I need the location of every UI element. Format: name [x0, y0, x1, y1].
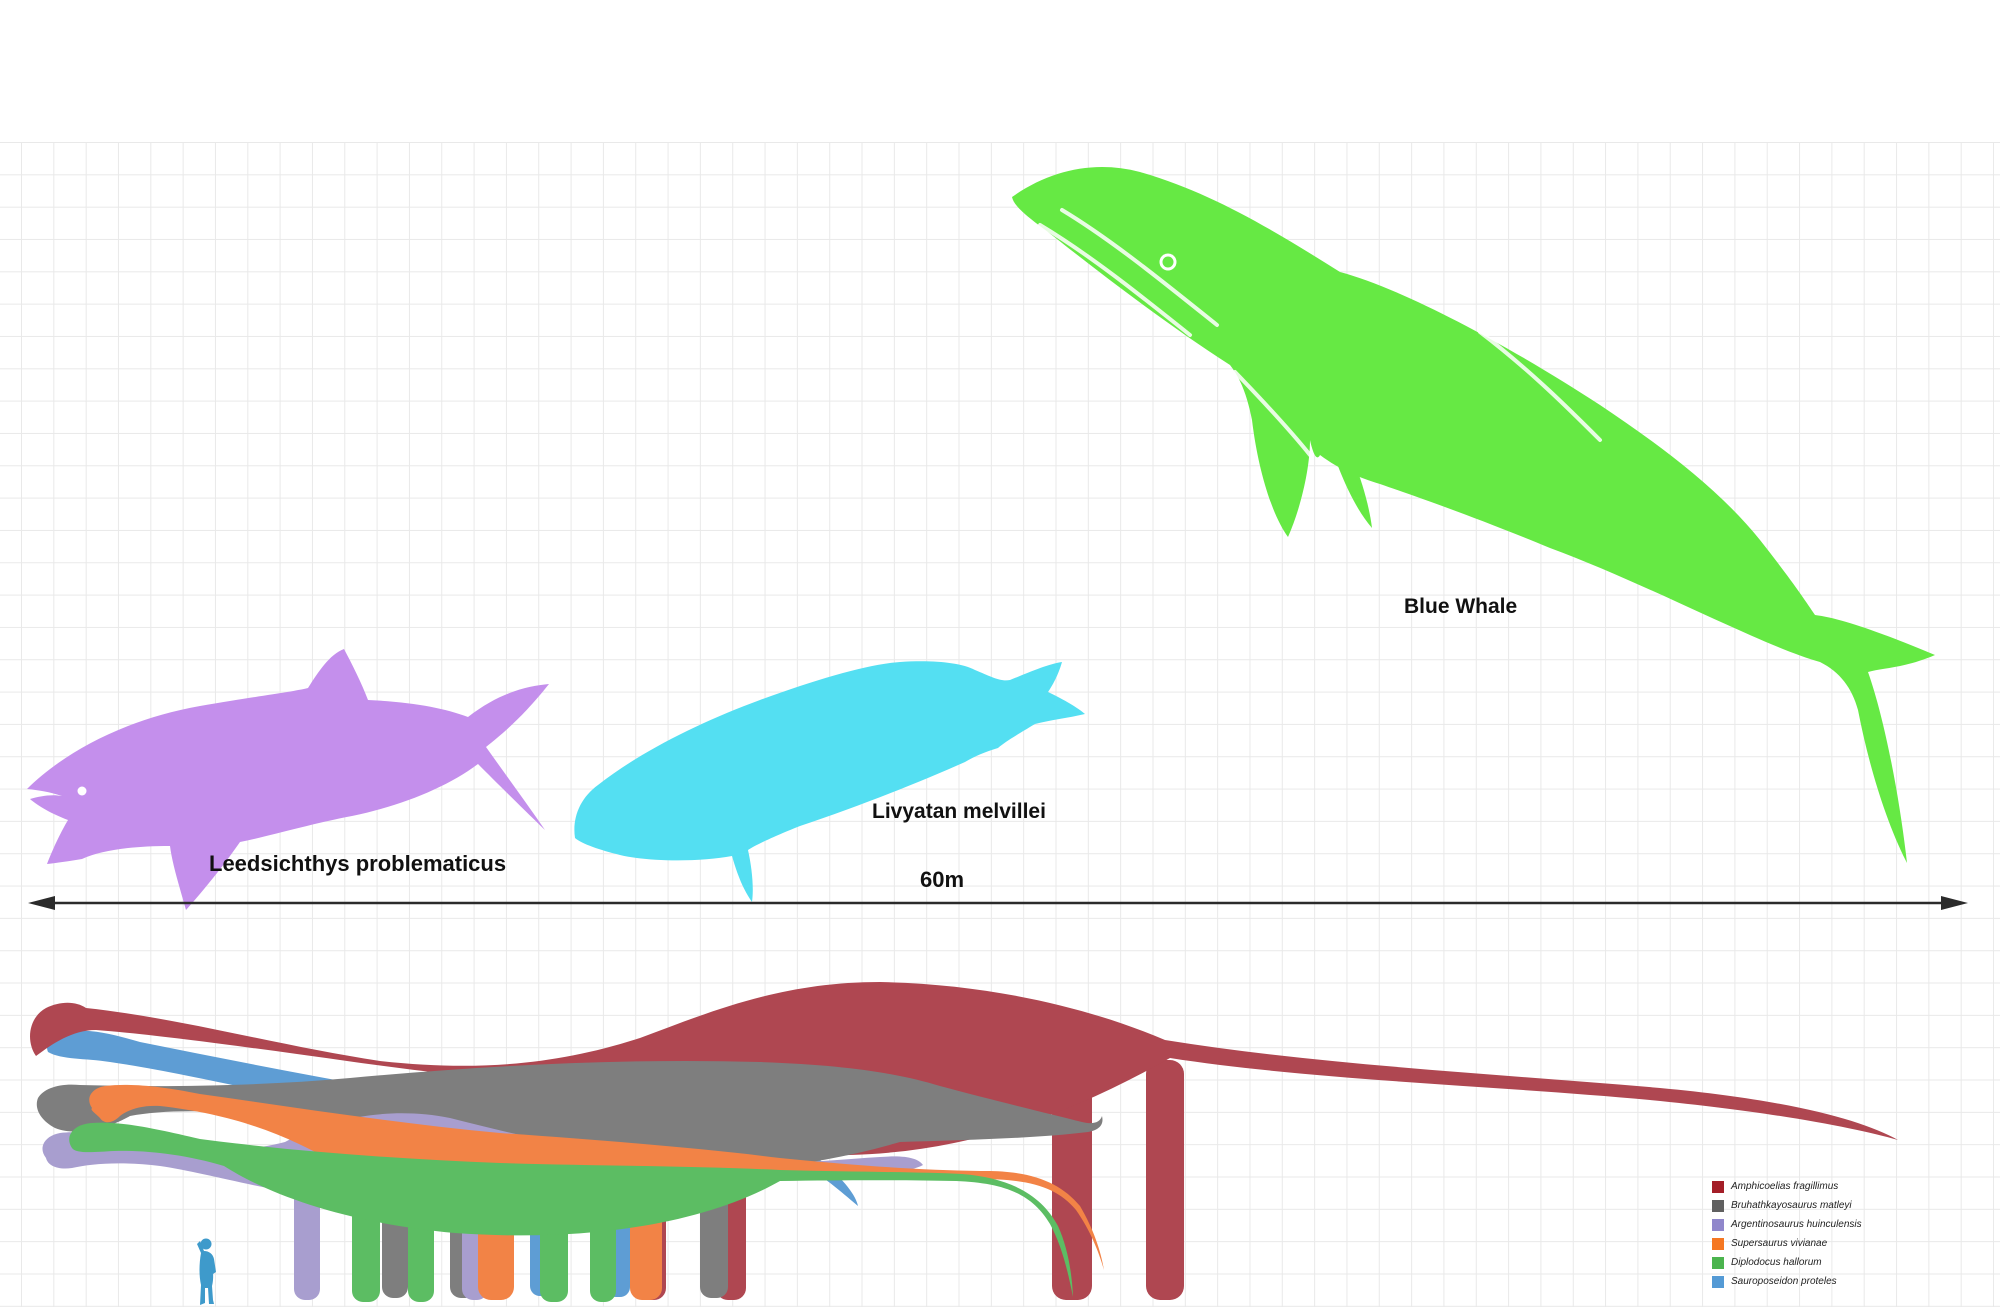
- legend-swatch: [1712, 1218, 1724, 1231]
- legend-swatch-icon: [1712, 1180, 1724, 1193]
- legend-item-label: Amphicoelias fragillimus: [1731, 1181, 1839, 1192]
- scale-arrow-left-head: [28, 896, 55, 910]
- legend-item-label: Argentinosaurus huinculensis: [1731, 1219, 1862, 1230]
- legend-swatch-icon: [1712, 1237, 1724, 1250]
- legend-swatch-icon: [1712, 1256, 1724, 1269]
- legend-swatch: [1712, 1275, 1724, 1288]
- livyatan-silhouette: [574, 661, 1085, 902]
- blue-whale-eye: [1159, 253, 1177, 271]
- legend-item-label: Supersaurus vivianae: [1731, 1238, 1828, 1249]
- diplodocus-body: [69, 1122, 1073, 1297]
- livyatan-label: Livyatan melvillei: [872, 800, 1046, 823]
- livyatan-body: [574, 661, 1085, 902]
- legend-item-label: Bruhathkayosaurus matleyi: [1731, 1200, 1852, 1211]
- diplodocus-silhouette: [69, 1122, 1073, 1302]
- blue-whale-silhouette: [1012, 166, 1935, 864]
- leedsichthys-silhouette: [27, 649, 549, 910]
- legend-row: Bruhathkayosaurus matleyi: [1712, 1196, 1862, 1215]
- legend-swatch: [1712, 1256, 1724, 1269]
- blue-whale-sketch-line: [1478, 330, 1602, 442]
- legend-item-label: Sauroposeidon proteles: [1731, 1276, 1837, 1287]
- legend-swatch: [1712, 1180, 1724, 1193]
- human-silhouette: [197, 1238, 216, 1305]
- legend: Amphicoelias fragillimus Bruhathkayosaur…: [1712, 1177, 1862, 1291]
- scale-label: 60m: [920, 867, 965, 892]
- legend-swatch-icon: [1712, 1199, 1724, 1212]
- legend-swatch: [1712, 1199, 1724, 1212]
- amphicoelias-body: [30, 982, 1899, 1156]
- legend-row: Argentinosaurus huinculensis: [1712, 1215, 1862, 1234]
- blue-whale-sketch-line: [1060, 208, 1219, 327]
- scale-arrow: [28, 896, 1968, 910]
- blue-whale-sketch-line: [1038, 223, 1192, 337]
- legend-item-label: Diplodocus hallorum: [1731, 1257, 1822, 1268]
- legend-row: Diplodocus hallorum: [1712, 1253, 1862, 1272]
- scale-arrow-right-head: [1941, 896, 1968, 910]
- amphicoelias-leg: [1146, 1060, 1184, 1300]
- blue-whale-label: Blue Whale: [1404, 595, 1518, 618]
- legend-row: Amphicoelias fragillimus: [1712, 1177, 1862, 1196]
- leedsichthys-label: Leedsichthys problematicus: [209, 851, 507, 876]
- blue-whale-body: [1012, 166, 1935, 864]
- legend-swatch-icon: [1712, 1218, 1724, 1231]
- human-body: [197, 1241, 216, 1305]
- legend-swatch-icon: [1712, 1275, 1724, 1288]
- blue-whale-flipper: [1326, 412, 1372, 528]
- leedsichthys-body: [27, 649, 549, 910]
- legend-row: Sauroposeidon proteles: [1712, 1272, 1862, 1291]
- legend-swatch: [1712, 1237, 1724, 1250]
- leedsichthys-eye: [77, 786, 87, 796]
- blue-whale-sketch-line: [1233, 370, 1312, 457]
- human-head: [200, 1238, 212, 1250]
- legend-row: Supersaurus vivianae: [1712, 1234, 1862, 1253]
- bruhathkayosaurus-body: [36, 1060, 1103, 1171]
